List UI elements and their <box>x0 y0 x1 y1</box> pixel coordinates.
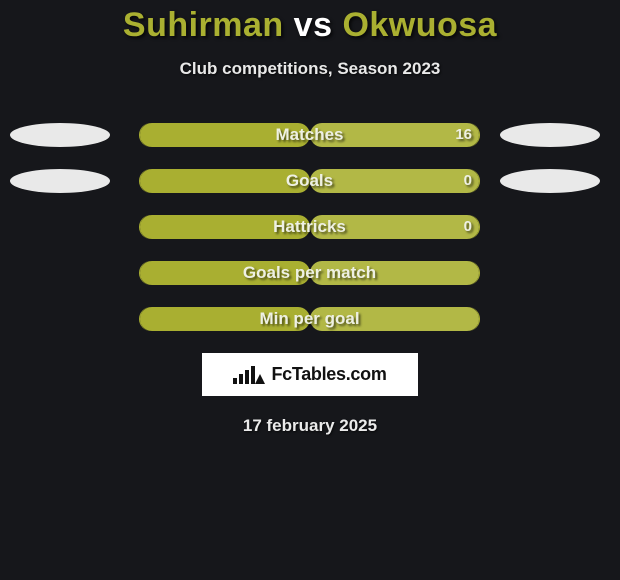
stat-value-right: 0 <box>464 215 472 239</box>
stat-bar-left <box>140 307 310 331</box>
stat-bar-left <box>140 123 310 147</box>
stat-bar-right <box>310 123 480 147</box>
stat-bar-track <box>139 123 480 147</box>
stat-row: Hattricks0 <box>0 215 620 239</box>
stat-bar-right <box>310 307 480 331</box>
player2-oval <box>500 169 600 193</box>
stat-bar-track <box>139 215 480 239</box>
logo[interactable]: FcTables.com <box>202 353 418 396</box>
stat-bar-right <box>310 215 480 239</box>
player1-oval <box>10 123 110 147</box>
stat-rows: Matches16 Goals0 Hattricks0 Goals per match… <box>0 123 620 331</box>
stat-bar-right <box>310 261 480 285</box>
stat-value-right: 16 <box>455 123 472 147</box>
player2-name: Okwuosa <box>342 6 497 44</box>
stat-row: Goals0 <box>0 169 620 193</box>
title: Suhirman vs Okwuosa <box>0 0 620 45</box>
stat-bar-right <box>310 169 480 193</box>
stat-row: Min per goal <box>0 307 620 331</box>
stat-bar-left <box>140 215 310 239</box>
date: 17 february 2025 <box>0 416 620 436</box>
stat-row: Matches16 <box>0 123 620 147</box>
stat-bar-track <box>139 261 480 285</box>
stat-bar-track <box>139 169 480 193</box>
player2-oval <box>500 123 600 147</box>
stat-value-right: 0 <box>464 169 472 193</box>
bar-chart-icon <box>233 366 265 384</box>
stat-bar-left <box>140 169 310 193</box>
vs-text: vs <box>294 6 333 44</box>
player1-name: Suhirman <box>123 6 284 44</box>
comparison-card: Suhirman vs Okwuosa Club competitions, S… <box>0 0 620 580</box>
player1-oval <box>10 169 110 193</box>
logo-text: FcTables.com <box>271 364 386 385</box>
stat-bar-track <box>139 307 480 331</box>
stat-row: Goals per match <box>0 261 620 285</box>
stat-bar-left <box>140 261 310 285</box>
subtitle: Club competitions, Season 2023 <box>0 59 620 79</box>
